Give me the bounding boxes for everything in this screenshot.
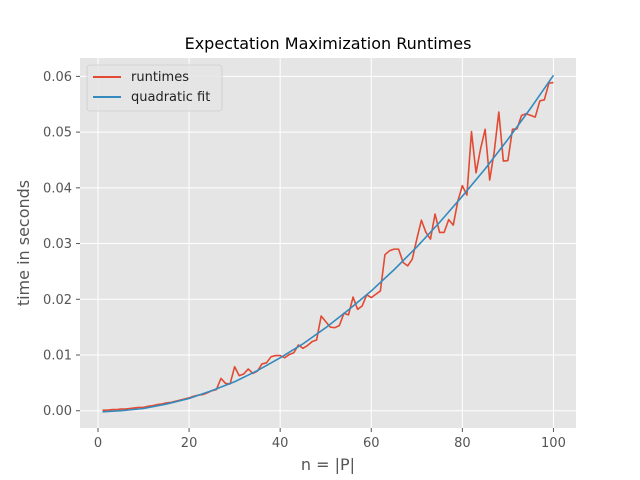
x-tick-label: 60 [363, 436, 380, 451]
x-tick-label: 20 [181, 436, 198, 451]
y-tick-label: 0.00 [43, 404, 72, 419]
y-tick-label: 0.03 [43, 237, 72, 252]
chart-title: Expectation Maximization Runtimes [185, 34, 472, 53]
y-tick-label: 0.02 [43, 293, 72, 308]
legend-label-runtimes: runtimes [131, 70, 189, 85]
x-axis-label: n = |P| [301, 455, 355, 474]
grid-lines [80, 58, 576, 428]
y-tick-label: 0.05 [43, 126, 72, 141]
plot-area [80, 58, 576, 428]
x-tick-label: 100 [541, 436, 566, 451]
axis-ticks: 0 20 40 60 80 100 0.00 0.01 0.02 0.03 0.04 0.05 0.06 [43, 70, 566, 451]
quadratic-fit-line [102, 74, 555, 413]
legend-label-quadratic-fit: quadratic fit [131, 90, 210, 105]
series-layer [102, 74, 555, 413]
x-tick-label: 40 [272, 436, 289, 451]
y-axis-label: time in seconds [14, 180, 33, 306]
y-tick-label: 0.06 [43, 70, 72, 85]
legend: runtimes quadratic fit [86, 64, 223, 112]
x-tick-label: 0 [94, 436, 102, 451]
y-tick-label: 0.01 [43, 349, 72, 364]
x-tick-label: 80 [454, 436, 471, 451]
y-tick-label: 0.04 [43, 181, 72, 196]
